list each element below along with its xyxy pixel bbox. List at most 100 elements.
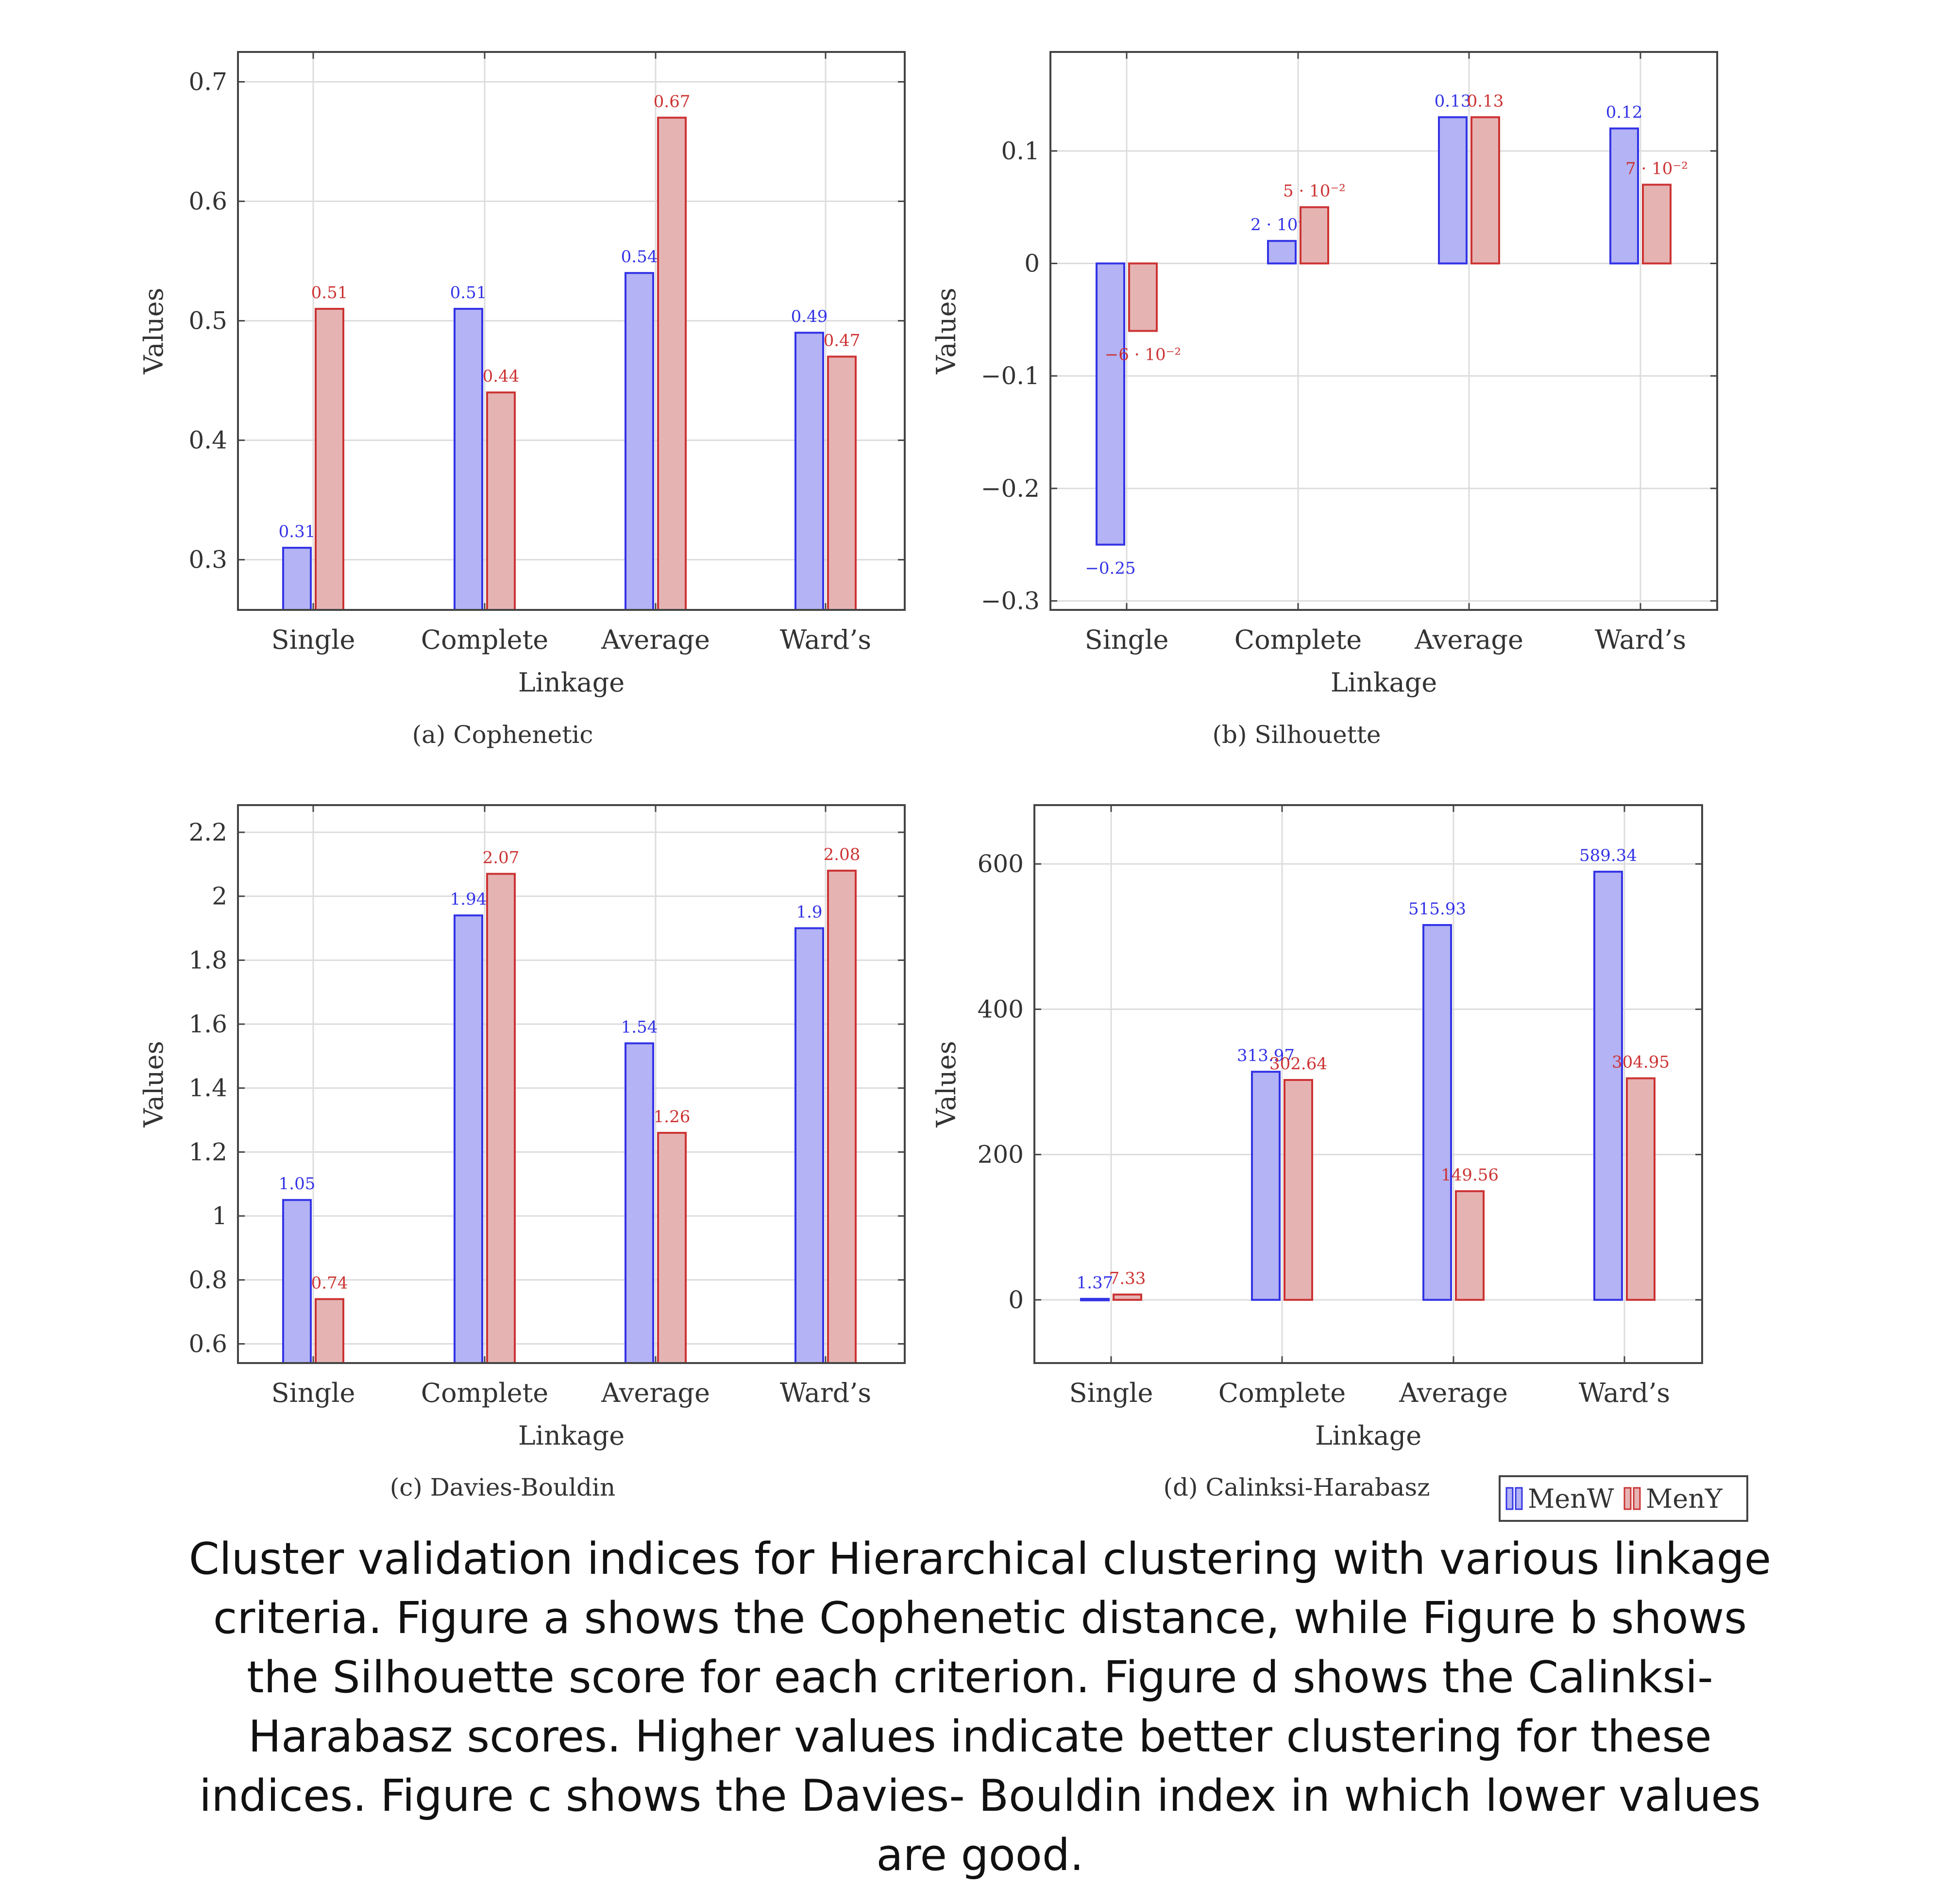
x-tick-label: Single (271, 1378, 355, 1408)
data-label-menw: 0.31 (279, 522, 316, 541)
bar-menw-1 (454, 914, 483, 1364)
bar-meny-0 (315, 1298, 344, 1365)
bar-meny-1 (486, 391, 516, 611)
legend: MenW MenY (1499, 1475, 1748, 1522)
y-tick-label: 0.6 (188, 187, 227, 216)
x-tick-label: Ward’s (1579, 1378, 1670, 1408)
bar-meny-0 (1113, 1293, 1142, 1301)
bar-meny-2 (657, 117, 687, 611)
bar-meny-3 (827, 869, 857, 1364)
data-label-menw: 0.49 (791, 307, 828, 326)
data-label-menw: 1.37 (1077, 1273, 1114, 1293)
y-tick-label: 0.8 (188, 1266, 227, 1294)
x-tick-label: Ward’s (780, 1378, 871, 1408)
bar-menw-1 (454, 307, 483, 611)
x-axis-label: Linkage (518, 1420, 625, 1451)
chart-davies-bouldin: 1.05 1.94 1.54 1.9 0.74 2.07 1.26 2.08 0.6 0.8 1 1.… (138, 804, 906, 1501)
x-tick-label: Complete (421, 1378, 549, 1408)
bar-meny-3 (1626, 1077, 1656, 1301)
data-label-meny: 0.74 (311, 1273, 348, 1293)
y-tick-label: 0 (1008, 1286, 1024, 1314)
y-tick-label: 1.4 (188, 1074, 227, 1102)
data-label-menw: 1.9 (796, 903, 822, 922)
y-axis-label: Values (931, 288, 962, 375)
data-label-meny: 0.44 (483, 367, 520, 386)
y-tick-label: 0.5 (188, 307, 227, 335)
y-tick-label: 1.8 (188, 946, 227, 974)
bar-menw-2 (1422, 924, 1452, 1301)
y-tick-label: 1.2 (188, 1138, 227, 1166)
y-tick-label: 1 (212, 1202, 227, 1230)
y-tick-label: 0.7 (188, 68, 227, 96)
x-axis-label: Linkage (1331, 667, 1437, 698)
x-axis-label: Linkage (518, 667, 625, 698)
data-label-menw: −0.25 (1085, 559, 1135, 578)
y-tick-label: 200 (978, 1141, 1024, 1169)
x-tick-label: Complete (1234, 624, 1362, 655)
subfigure-caption: (c) Davies-Bouldin (390, 1473, 615, 1501)
x-tick-label: Complete (1218, 1378, 1346, 1408)
x-tick-label: Average (601, 1378, 710, 1408)
bar-meny-2 (657, 1131, 687, 1365)
data-label-meny: 7 · 10⁻² (1625, 159, 1688, 178)
bar-menw-3 (794, 927, 824, 1364)
data-label-menw: 0.13 (1435, 91, 1471, 111)
plot-frame (1033, 804, 1703, 1364)
data-label-meny: 0.13 (1467, 91, 1504, 111)
bar-menw-2 (625, 272, 654, 611)
legend-swatch-meny (1623, 1487, 1632, 1510)
x-tick-label: Single (1069, 1378, 1153, 1408)
bar-menw-0 (1096, 262, 1125, 546)
y-tick-label: −0.3 (981, 587, 1040, 615)
x-tick-label: Ward’s (780, 624, 871, 655)
chart-silhouette: −0.252 · 10⁻²0.130.12−6 · 10⁻²5 · 10⁻²0.… (931, 51, 1718, 749)
data-label-meny: 149.56 (1441, 1165, 1499, 1185)
bar-meny-2 (1455, 1190, 1485, 1301)
subfigure-caption: (b) Silhouette (1212, 721, 1381, 749)
legend-swatch-menw (1505, 1487, 1514, 1510)
bar-menw-1 (1267, 240, 1297, 265)
y-tick-label: 400 (978, 995, 1024, 1023)
x-tick-label: Single (1085, 624, 1169, 655)
data-label-menw: 515.93 (1408, 899, 1466, 919)
y-tick-label: 2 (212, 882, 227, 910)
y-tick-label: 0 (1024, 250, 1040, 278)
bar-meny-0 (315, 307, 344, 611)
subfigure-caption: (a) Cophenetic (412, 721, 593, 749)
data-label-meny: −6 · 10⁻² (1105, 345, 1181, 365)
legend-label-meny: MenY (1646, 1483, 1723, 1514)
bar-menw-2 (625, 1042, 654, 1365)
bar-meny-1 (1284, 1079, 1313, 1301)
figure-caption: Cluster validation indices for Hierarchi… (188, 1533, 1772, 1881)
plot-frame (237, 51, 906, 611)
y-tick-label: 0.4 (188, 426, 227, 455)
x-tick-label: Single (271, 624, 355, 655)
subfigure-caption: (d) Calinksi-Harabasz (1164, 1473, 1430, 1501)
bar-menw-2 (1438, 116, 1468, 265)
y-tick-label: 0.6 (188, 1330, 227, 1358)
bar-menw-1 (1251, 1071, 1281, 1301)
data-label-meny: 0.47 (824, 331, 861, 350)
chart-calinski-harabasz: 1.37 313.97 515.93 589.34 7.33 302.64 149.56 30… (931, 804, 1703, 1501)
x-tick-label: Ward’s (1595, 624, 1686, 655)
bar-meny-3 (827, 355, 857, 611)
data-label-menw: 1.94 (450, 890, 487, 909)
y-tick-label: 600 (978, 850, 1024, 878)
bar-meny-0 (1128, 262, 1158, 332)
y-tick-label: 0.1 (1001, 137, 1040, 165)
data-label-menw: 313.97 (1237, 1046, 1295, 1065)
legend-label-menw: MenW (1528, 1483, 1614, 1514)
data-label-menw: 0.12 (1606, 103, 1643, 122)
bar-menw-3 (794, 332, 824, 611)
y-axis-label: Values (138, 288, 169, 375)
y-tick-label: 0.3 (188, 546, 227, 574)
x-tick-label: Average (1414, 624, 1523, 655)
data-label-menw: 589.34 (1579, 846, 1637, 865)
bar-menw-0 (1080, 1297, 1110, 1301)
data-label-menw: 0.51 (450, 283, 487, 303)
y-tick-label: 2.2 (188, 818, 227, 846)
plot-frame (1049, 51, 1718, 611)
data-label-menw: 0.54 (621, 247, 658, 267)
bar-menw-0 (282, 1199, 312, 1365)
